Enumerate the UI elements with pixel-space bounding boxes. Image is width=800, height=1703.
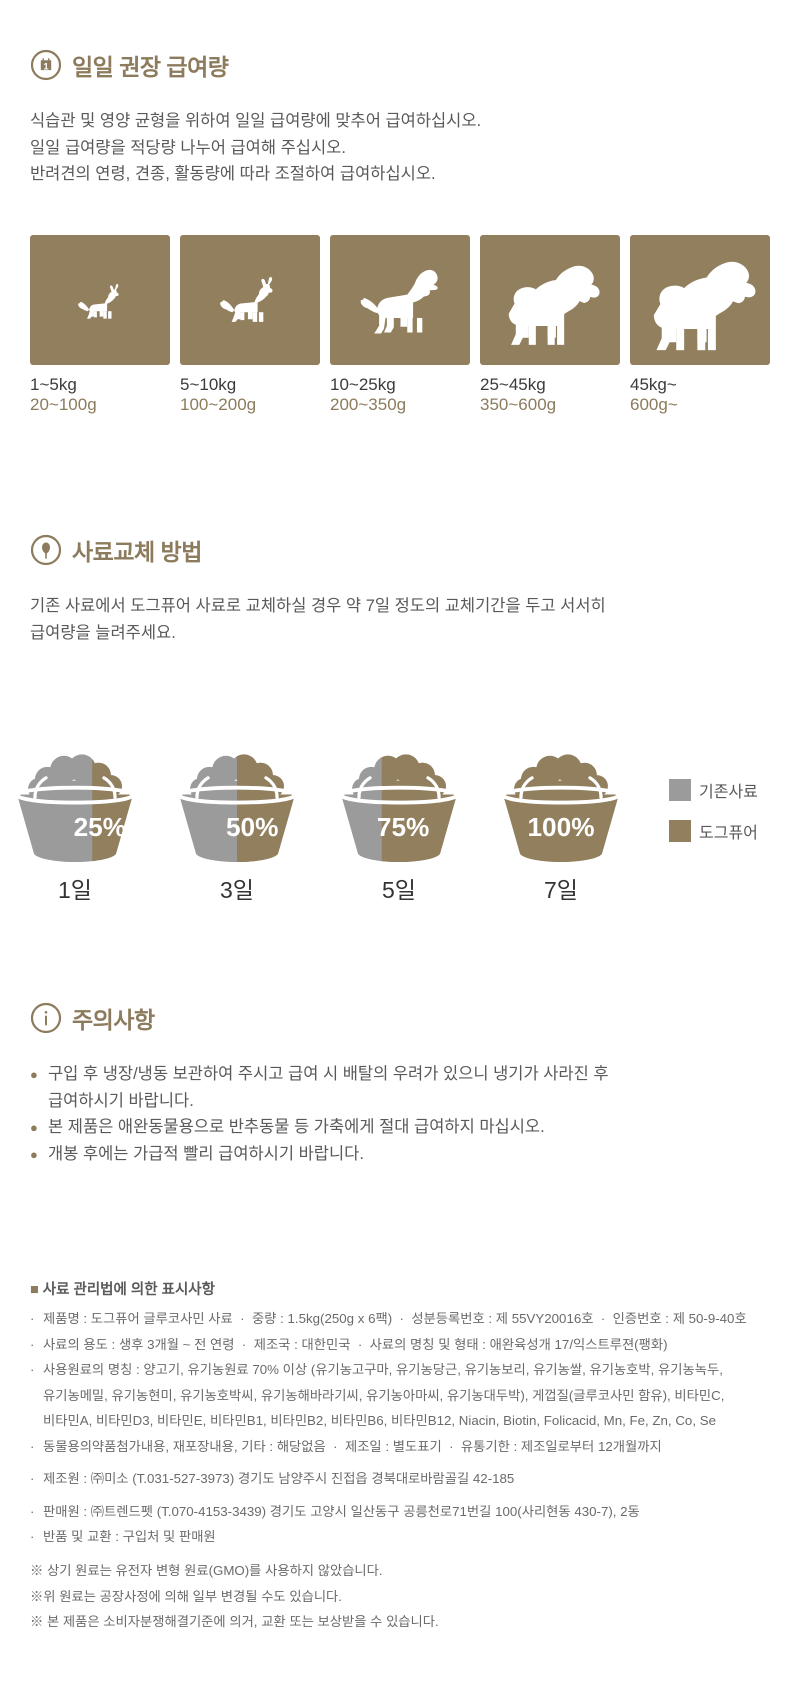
svg-text:100%: 100%: [527, 812, 594, 842]
svg-text:25%: 25%: [74, 812, 126, 842]
svg-text:1: 1: [43, 61, 49, 72]
svg-text:50%: 50%: [226, 812, 278, 842]
svg-text:75%: 75%: [377, 812, 429, 842]
